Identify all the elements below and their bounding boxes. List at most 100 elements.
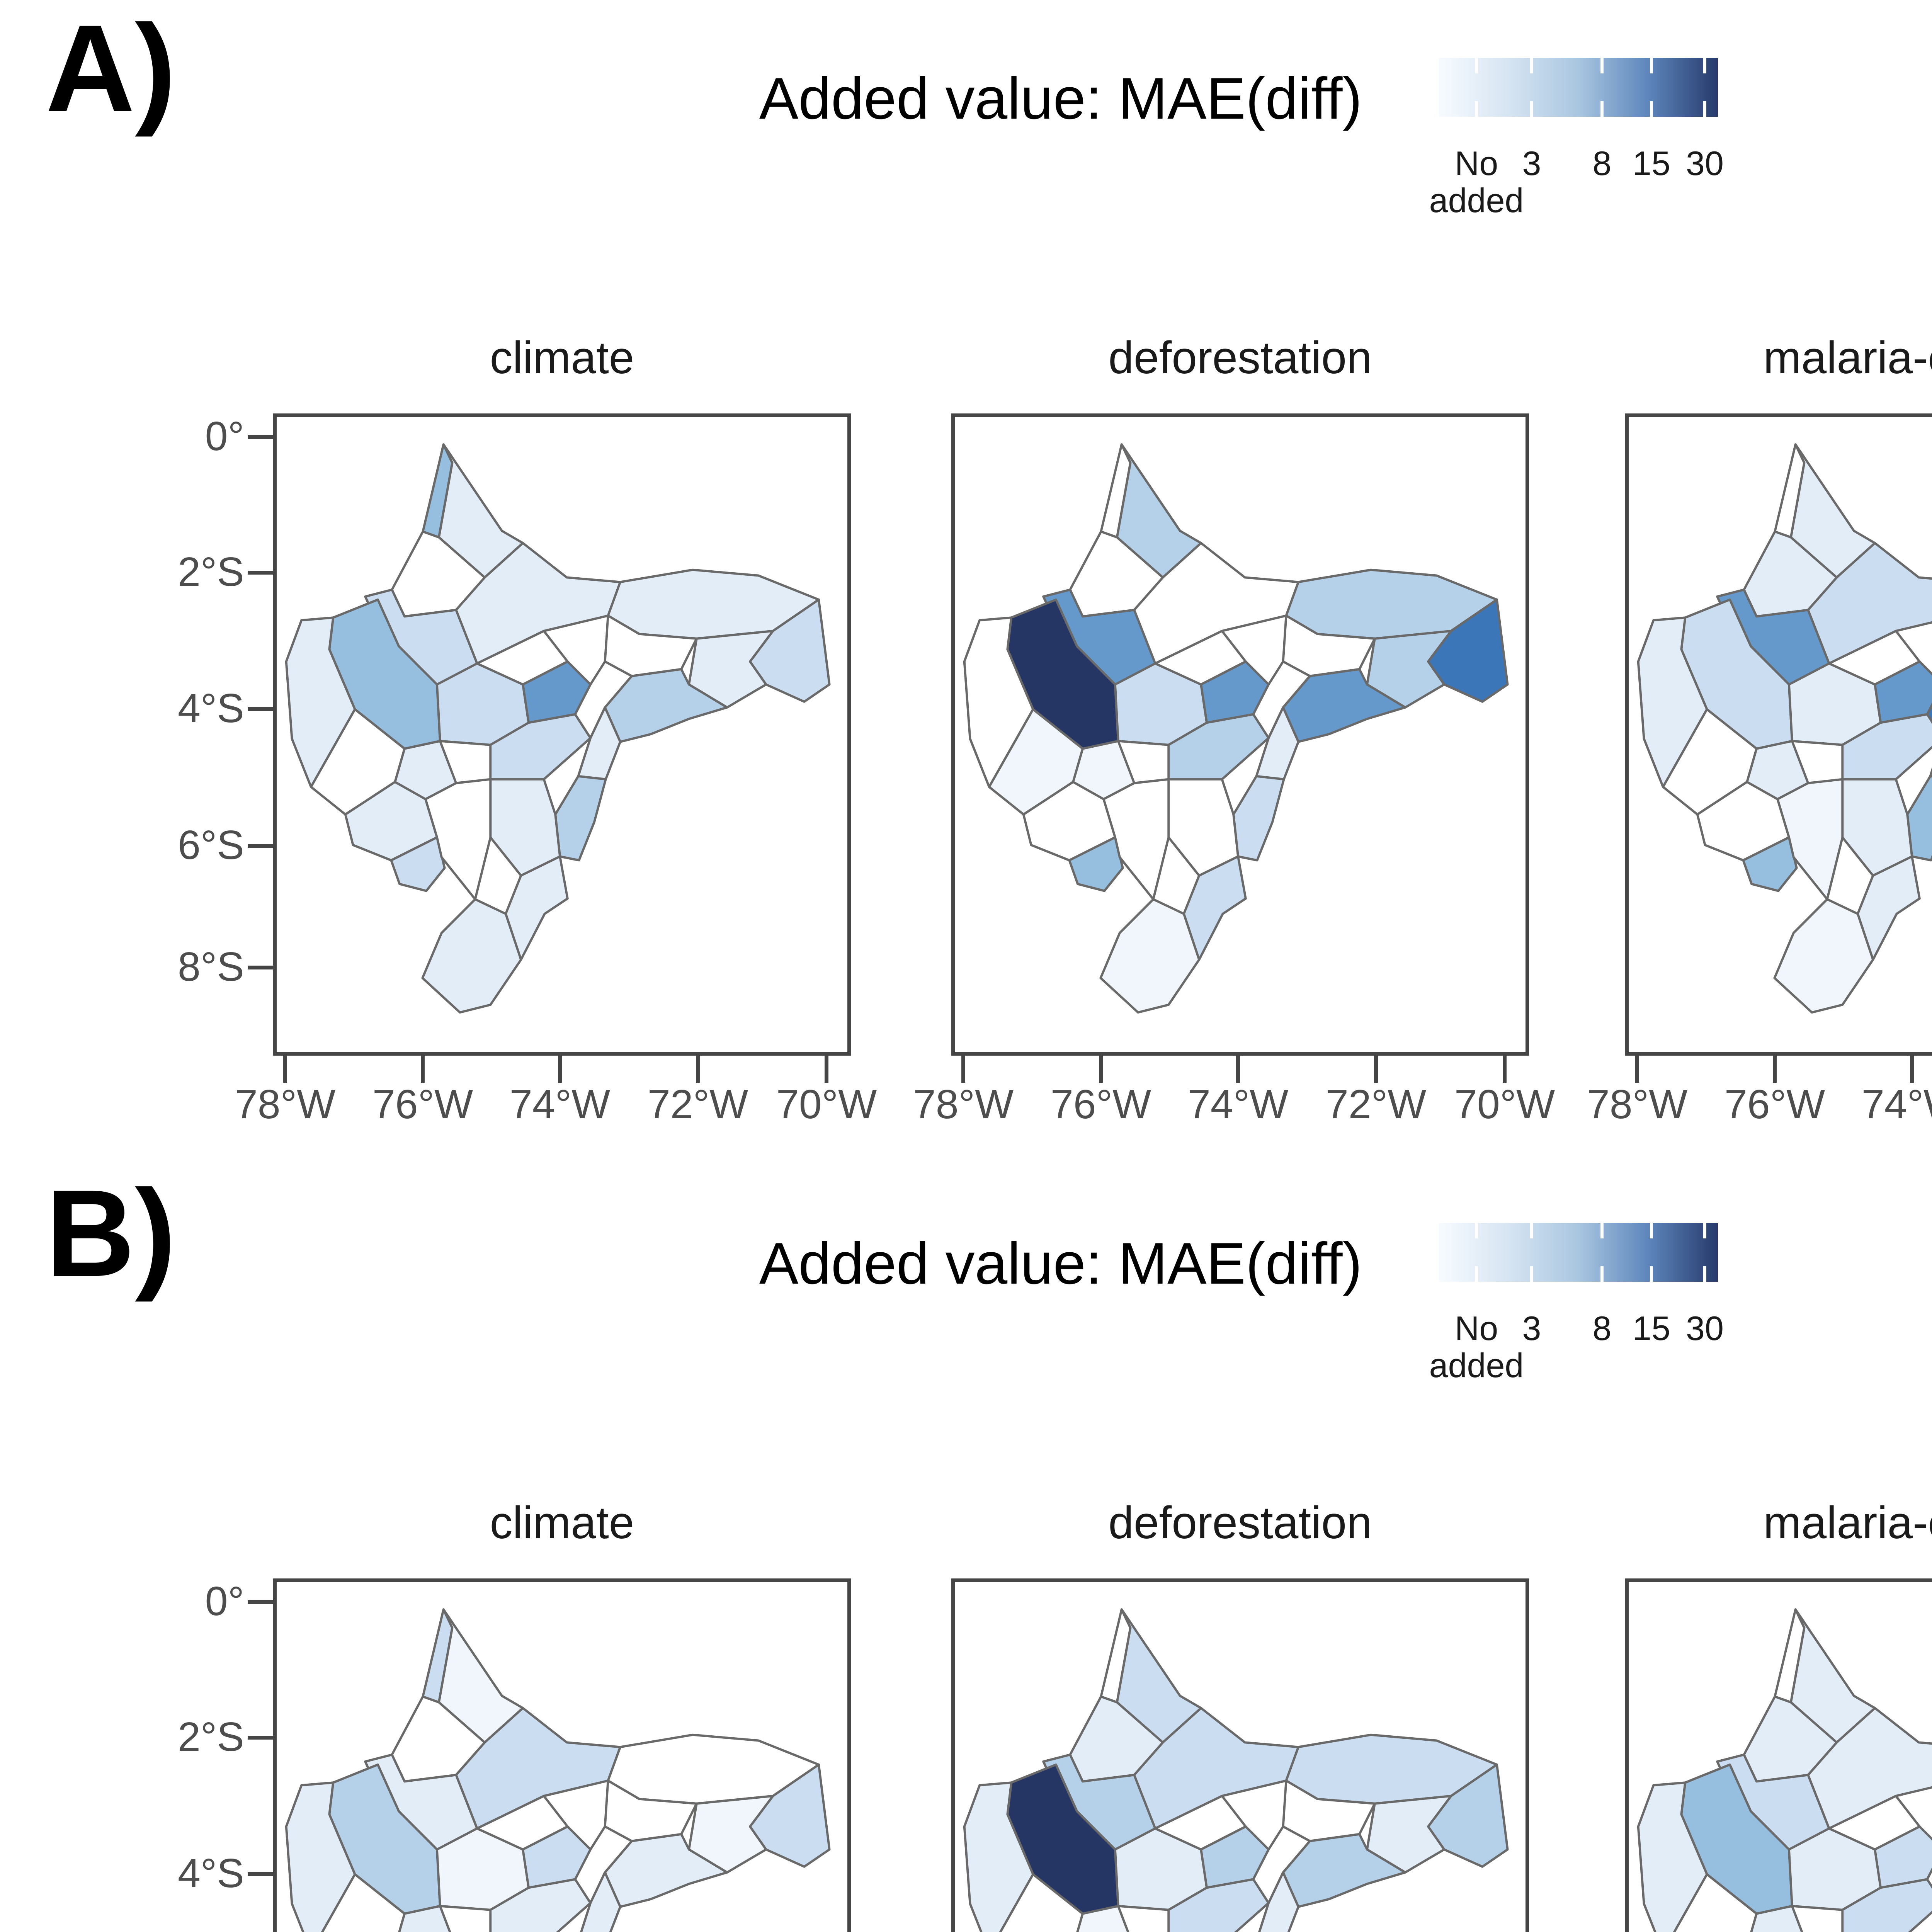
- district-shape-d26: [394, 740, 457, 801]
- district-shape-d27: [424, 778, 492, 901]
- x-tick-label: 76°W: [372, 1082, 473, 1127]
- y-tick-mark: [248, 1736, 273, 1740]
- district-shape-d7: [321, 1873, 406, 1932]
- x-tick-mark: [1503, 1056, 1507, 1083]
- legend-tick-label: 3: [1522, 144, 1541, 182]
- legend-tick-mark: [1530, 1223, 1533, 1238]
- map-title-malaria-control: malaria-control: [1763, 332, 1932, 383]
- x-tick-mark: [1236, 1056, 1240, 1083]
- x-tick-mark: [961, 1056, 965, 1083]
- district-shape-d20: [554, 775, 607, 862]
- x-tick-mark: [1910, 1056, 1914, 1083]
- y-tick-mark: [248, 571, 273, 575]
- x-tick-mark: [1635, 1056, 1639, 1083]
- map-malaria-control: [1625, 1578, 1932, 1932]
- legend-tick-mark: [1703, 1266, 1706, 1282]
- map-malaria-control: [1625, 413, 1932, 1056]
- legend-tick-mark: [1600, 1266, 1604, 1282]
- x-tick-mark: [283, 1056, 287, 1083]
- legend-gradient-bar: [1439, 58, 1718, 117]
- district-shape-d26: [1076, 1905, 1129, 1932]
- map-title-deforestation: deforestation: [1108, 1497, 1372, 1548]
- district-shape-d7: [1673, 1873, 1758, 1932]
- choropleth-map: [1637, 1608, 1932, 1932]
- district-shape-d25: [1068, 836, 1124, 892]
- legend-tick-mark: [1600, 101, 1604, 117]
- x-tick-label: 78°W: [1587, 1082, 1688, 1127]
- y-tick-mark: [248, 435, 273, 439]
- district-shape-d7: [999, 1873, 1084, 1932]
- legend-tick-label: 30: [1686, 1309, 1724, 1347]
- legend-tick-mark: [1475, 1223, 1478, 1238]
- x-tick-mark: [558, 1056, 562, 1083]
- x-tick-label: 70°W: [776, 1082, 877, 1127]
- district-shape-d25: [390, 836, 446, 892]
- legend-tick-mark: [1530, 58, 1533, 73]
- choropleth-map: [285, 443, 831, 1014]
- legend-tick-mark: [1600, 1223, 1604, 1238]
- y-tick-mark: [248, 1600, 273, 1604]
- x-tick-mark: [1099, 1056, 1103, 1083]
- choropleth-map: [963, 1608, 1509, 1932]
- y-tick-label: 2°S: [177, 549, 244, 595]
- panel-a-label: A): [46, 0, 176, 137]
- choropleth-map: [1637, 443, 1932, 1014]
- district-shape-d18: [1926, 702, 1932, 724]
- legend-tick-mark: [1475, 1266, 1478, 1282]
- district-shape-d18: [1926, 1867, 1932, 1889]
- y-tick-label: 4°S: [177, 1850, 244, 1896]
- legend: No 3 8 15 30 added: [1429, 58, 1724, 219]
- legend-tick-label: 15: [1633, 1309, 1670, 1347]
- district-shape-d26: [1072, 740, 1136, 801]
- x-tick-label: 74°W: [509, 1082, 611, 1127]
- legend-tick-mark: [1650, 1266, 1653, 1282]
- map-deforestation: [951, 1578, 1529, 1932]
- x-tick-mark: [421, 1056, 425, 1083]
- legend-tick-mark: [1600, 58, 1604, 73]
- x-tick-label: 74°W: [1861, 1082, 1932, 1127]
- x-tick-mark: [1773, 1056, 1777, 1083]
- y-tick-label: 8°S: [177, 944, 244, 990]
- x-tick-mark: [1374, 1056, 1378, 1083]
- legend-tick-label: 3: [1522, 1309, 1541, 1347]
- y-tick-label: 2°S: [177, 1714, 244, 1760]
- district-shape-d6: [963, 616, 1034, 788]
- legend-tick-mark: [1475, 58, 1478, 73]
- district-shape-d6: [963, 1781, 1034, 1932]
- legend-tick-mark: [1703, 58, 1706, 73]
- x-tick-label: 70°W: [1454, 1082, 1555, 1127]
- district-shape-d23: [1773, 898, 1874, 1014]
- y-tick-label: 4°S: [177, 685, 244, 731]
- y-tick-label: 6°S: [177, 822, 244, 868]
- district-shape-d19: [1255, 706, 1300, 781]
- legend-tick-label: 15: [1633, 144, 1670, 182]
- district-shape-d26: [398, 1905, 451, 1932]
- y-tick-mark: [248, 966, 273, 969]
- legend-tick-label: 8: [1592, 144, 1612, 182]
- legend-tick-mark: [1650, 101, 1653, 117]
- legend-tick-mark: [1703, 101, 1706, 117]
- x-tick-label: 78°W: [235, 1082, 336, 1127]
- district-shape-d23: [1099, 898, 1201, 1014]
- district-shape-d26: [1746, 740, 1810, 801]
- legend-tick-mark: [1650, 1223, 1653, 1238]
- x-tick-label: 72°W: [647, 1082, 748, 1127]
- map-climate: [273, 413, 851, 1056]
- map-title-malaria-control: malaria-control: [1763, 1497, 1932, 1548]
- district-shape-d11: [1874, 660, 1932, 724]
- district-shape-d6: [285, 616, 356, 788]
- map-deforestation: [951, 413, 1529, 1056]
- legend-tick-mark: [1475, 101, 1478, 117]
- legend-tick-mark: [1530, 1266, 1533, 1282]
- district-shape-d12: [1841, 1878, 1932, 1932]
- district-shape-d23: [421, 898, 522, 1014]
- legend-added-label: added: [1429, 181, 1524, 219]
- x-tick-label: 76°W: [1050, 1082, 1151, 1127]
- district-shape-d19: [1929, 767, 1932, 778]
- panel-b-title: Added value: MAE(diff): [759, 1231, 1362, 1296]
- y-tick-label: 0°: [205, 413, 244, 459]
- choropleth-map: [285, 1608, 831, 1932]
- x-tick-mark: [696, 1056, 700, 1083]
- legend-tick-label: No: [1454, 144, 1498, 182]
